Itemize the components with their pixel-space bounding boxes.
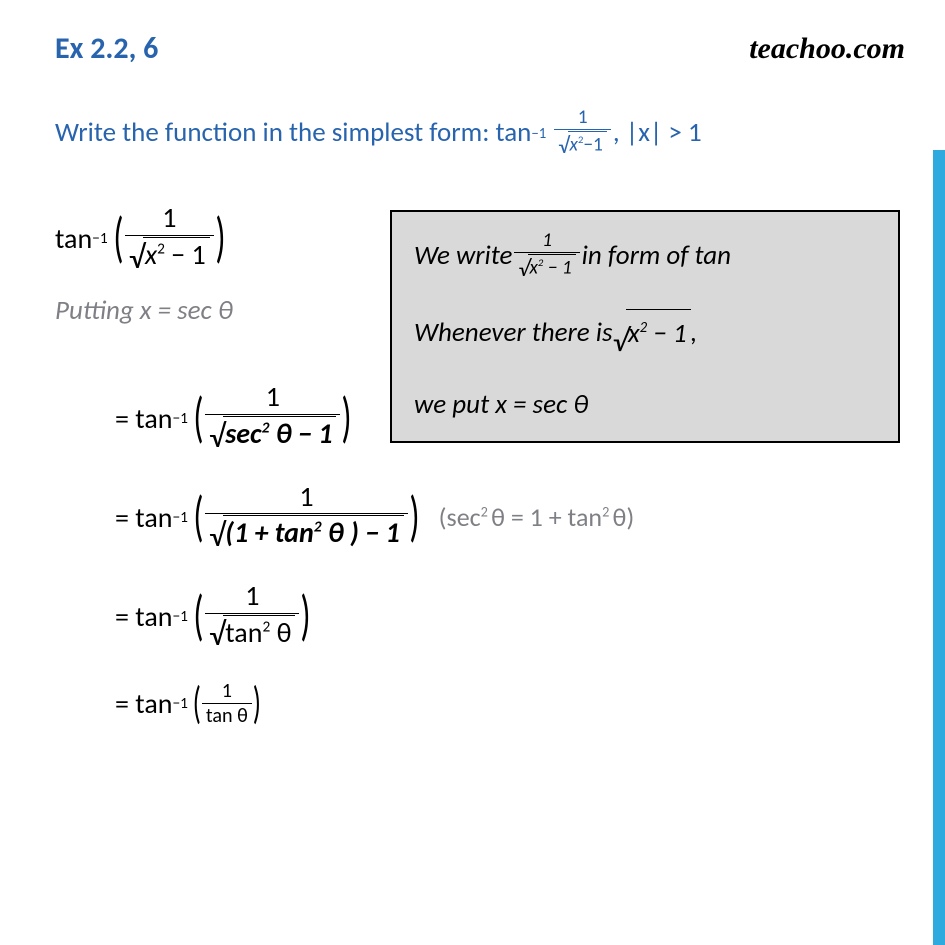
hint-line-3: we put x = sec θ: [414, 383, 876, 426]
frac-num: 1: [554, 107, 611, 130]
expr1-fraction: 1 √ x2 − 1: [125, 203, 214, 274]
right-accent-bar: [933, 150, 945, 945]
exercise-title: Ex 2.2, 6: [55, 30, 158, 67]
step-2-row: = tan−1 ( 1 √ (1 + tan2 θ ) − 1 ) (sec2 …: [115, 482, 905, 553]
frac-den: √ x2−1: [554, 130, 611, 158]
header-row: Ex 2.2, 6 teachoo.com: [55, 30, 905, 67]
step-2-note: (sec2 θ = 1 + tan2 θ): [439, 501, 635, 533]
hint-line-1: We write 1 √ x2 − 1 in form of tan: [414, 230, 876, 281]
question-sup1: −1: [531, 124, 546, 142]
brand-logo: teachoo.com: [749, 32, 905, 66]
step-2: = tan−1 ( 1 √ (1 + tan2 θ ) − 1 ): [115, 482, 419, 553]
step-3: = tan−1 ( 1 √ tan2 θ ): [115, 581, 905, 652]
hint-line-2: Whenever there is √ x2 − 1 ,: [414, 309, 876, 355]
sqrt-icon: √ x2−1: [558, 131, 607, 156]
question-prefix: Write the function in the simplest form:…: [55, 116, 531, 149]
question-fraction: 1 √ x2−1: [554, 107, 611, 158]
hint-box: We write 1 √ x2 − 1 in form of tan Whene…: [390, 210, 900, 443]
question-text: Write the function in the simplest form:…: [55, 107, 905, 158]
page-container: Ex 2.2, 6 teachoo.com Write the function…: [0, 0, 945, 945]
step-4: = tan−1 ( 1 tan θ ): [115, 680, 905, 727]
question-suffix: , |x| > 1: [613, 116, 702, 149]
